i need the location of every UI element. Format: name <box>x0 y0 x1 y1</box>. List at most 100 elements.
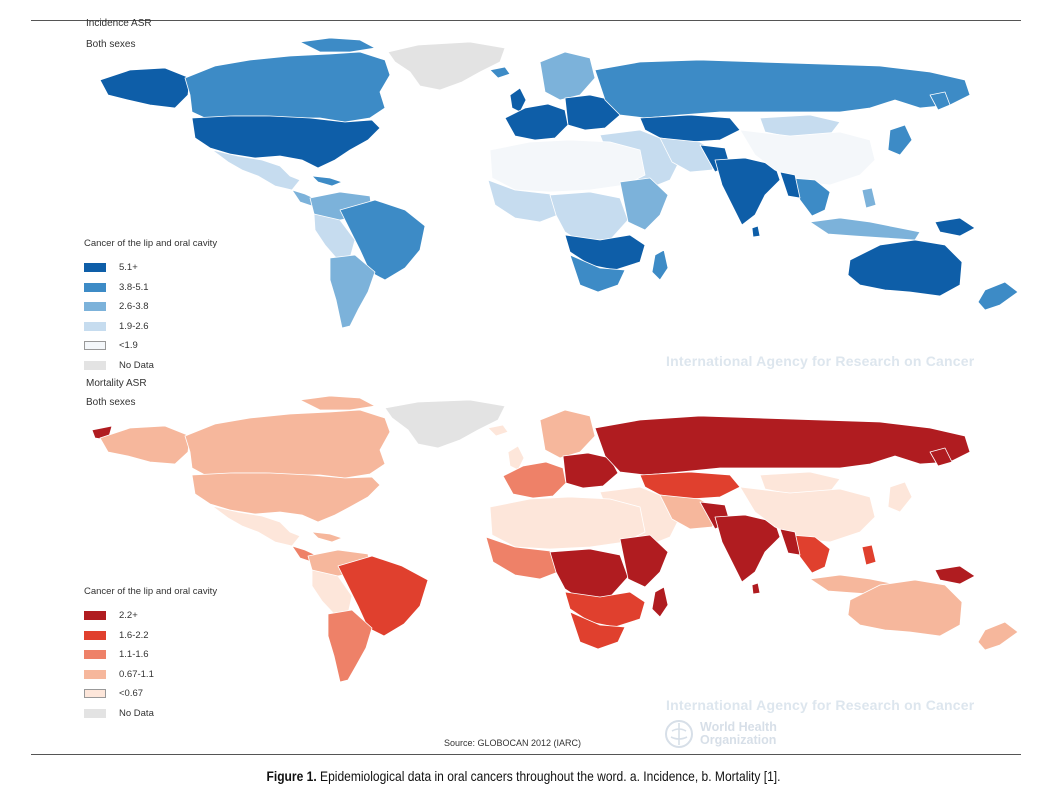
canada-islands <box>299 37 376 53</box>
scandinavia <box>539 409 596 459</box>
legend-swatch <box>84 611 106 621</box>
russia <box>594 415 971 476</box>
canada-islands <box>299 395 376 411</box>
mexico <box>211 505 301 547</box>
india <box>714 514 781 583</box>
east-africa <box>619 534 669 588</box>
sri-lanka <box>751 582 761 595</box>
legend-label: No Data <box>119 707 154 719</box>
legend-label: <1.9 <box>119 340 138 352</box>
kamchatka <box>929 447 953 467</box>
mortality-legend-item: 2.2+ <box>84 606 217 626</box>
brazil <box>337 555 429 637</box>
indochina <box>789 177 831 217</box>
scandinavia <box>539 51 596 101</box>
uk <box>507 445 525 471</box>
australia <box>847 239 963 297</box>
mortality-legend-item: <0.67 <box>84 684 217 704</box>
mortality-subtitle: Both sexes <box>86 397 136 408</box>
brazil <box>339 199 426 281</box>
incidence-watermark: International Agency for Research on Can… <box>666 353 975 369</box>
kamchatka <box>929 91 951 111</box>
iceland <box>487 424 509 437</box>
incidence-title: Incidence ASR <box>86 18 152 29</box>
legend-swatch <box>84 263 106 273</box>
greenland <box>387 41 506 91</box>
incidence-legend-item: 1.9-2.6 <box>84 317 217 337</box>
papua <box>934 217 976 237</box>
argentina-chile <box>329 254 376 329</box>
mortality-legend-item: 1.1-1.6 <box>84 645 217 665</box>
indonesia <box>809 217 921 241</box>
incidence-legend-item: 3.8-5.1 <box>84 278 217 298</box>
legend-swatch <box>84 341 106 351</box>
uk <box>509 87 527 113</box>
canada <box>184 409 391 479</box>
usa <box>191 472 381 523</box>
new-zealand <box>977 281 1019 311</box>
who-line1: World Health <box>700 720 777 734</box>
who-logo: World Health Organization <box>664 719 777 749</box>
mexico <box>211 149 301 191</box>
madagascar <box>651 249 669 281</box>
greenland <box>384 399 506 449</box>
south-africa <box>569 254 626 293</box>
bottom-rule <box>31 754 1021 755</box>
myanmar <box>779 528 801 556</box>
caribbean <box>311 531 343 543</box>
legend-label: 1.9-2.6 <box>119 320 149 332</box>
india <box>714 157 781 226</box>
china <box>739 486 876 543</box>
legend-label: 2.6-3.8 <box>119 301 149 313</box>
kazakhstan <box>639 114 741 143</box>
top-rule <box>31 20 1021 21</box>
madagascar <box>651 586 669 618</box>
legend-swatch <box>84 282 106 292</box>
new-zealand <box>977 621 1019 651</box>
south-africa <box>569 611 626 650</box>
alaska <box>99 67 191 109</box>
legend-swatch <box>84 708 106 718</box>
legend-label: 2.2+ <box>119 610 138 622</box>
incidence-legend-item: 2.6-3.8 <box>84 297 217 317</box>
mortality-watermark: International Agency for Research on Can… <box>666 697 975 713</box>
philippines <box>861 187 877 209</box>
mortality-legend-item: 0.67-1.1 <box>84 665 217 685</box>
sri-lanka <box>751 225 761 238</box>
alaska-mainland <box>99 425 191 465</box>
philippines <box>861 544 877 566</box>
iceland <box>489 66 511 79</box>
incidence-world-map <box>99 37 1019 329</box>
caption-text: Epidemiological data in oral cancers thr… <box>316 768 781 784</box>
russia <box>594 59 971 119</box>
legend-label: 1.1-1.6 <box>119 649 149 661</box>
mortality-legend: Cancer of the lip and oral cavity 2.2+ 1… <box>84 586 217 723</box>
legend-label: 1.6-2.2 <box>119 629 149 641</box>
japan <box>887 481 913 513</box>
mortality-world-map <box>91 395 1019 683</box>
mortality-title: Mortality ASR <box>86 378 147 389</box>
incidence-subtitle: Both sexes <box>86 39 136 50</box>
japan <box>887 124 913 156</box>
papua <box>934 565 976 585</box>
eastern-europe <box>564 94 621 131</box>
incidence-legend-item: <1.9 <box>84 336 217 356</box>
legend-swatch <box>84 360 106 370</box>
legend-swatch <box>84 689 106 699</box>
source-note: Source: GLOBOCAN 2012 (IARC) <box>444 738 582 748</box>
legend-swatch <box>84 302 106 312</box>
incidence-legend-item: 5.1+ <box>84 258 217 278</box>
legend-label: 3.8-5.1 <box>119 281 149 293</box>
china <box>739 129 876 186</box>
incidence-legend-title: Cancer of the lip and oral cavity <box>84 238 218 249</box>
west-africa <box>485 536 559 580</box>
legend-swatch <box>84 630 106 640</box>
legend-label: 0.67-1.1 <box>119 668 154 680</box>
usa <box>191 115 381 169</box>
west-africa <box>487 179 559 223</box>
australia <box>847 579 963 637</box>
east-africa <box>619 177 669 231</box>
caption-label: Figure 1. <box>266 768 317 784</box>
who-wordmark: World Health Organization <box>700 721 777 747</box>
figure-caption: Figure 1. Epidemiological data in oral c… <box>73 768 973 784</box>
